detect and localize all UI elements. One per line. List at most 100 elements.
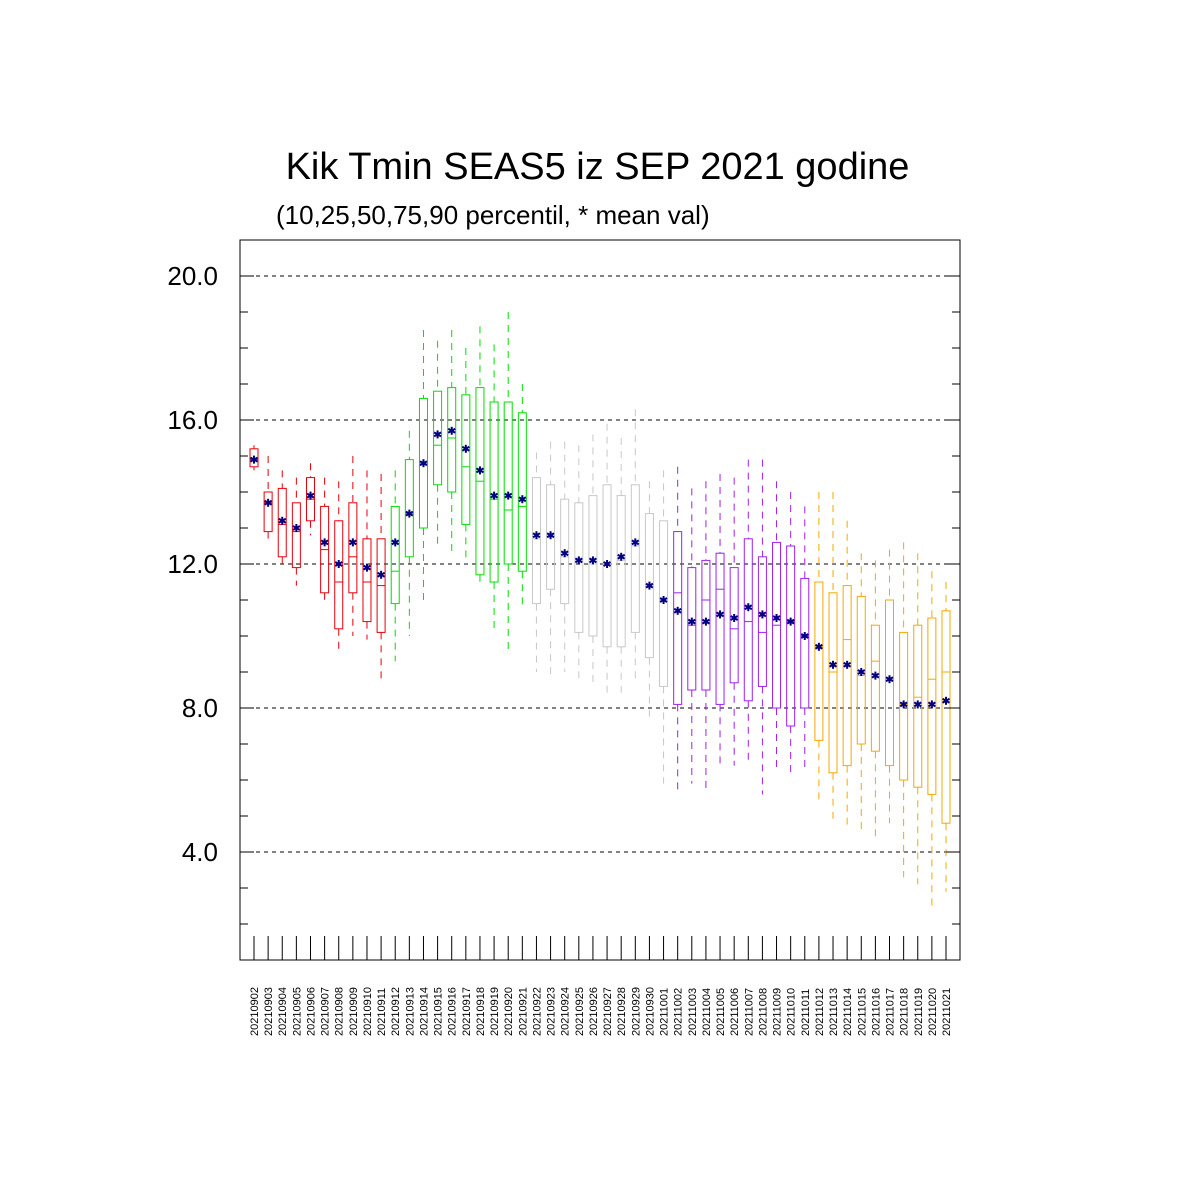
box — [757, 556, 767, 687]
box — [687, 567, 697, 691]
x-tick-label: 20211008 — [757, 988, 769, 1036]
box — [715, 552, 725, 705]
box — [673, 531, 683, 705]
x-tick-label: 20210921 — [517, 987, 529, 1036]
box — [461, 394, 471, 525]
x-tick-label: 20211001 — [659, 988, 671, 1036]
x-tick-label: 20210926 — [588, 987, 600, 1036]
x-tick-label: 20211011 — [800, 989, 812, 1036]
x-tick-label: 20210923 — [546, 987, 558, 1036]
mean-marker — [320, 538, 329, 547]
box — [602, 484, 612, 648]
mean-marker — [264, 498, 273, 507]
x-tick-label: 20210922 — [531, 987, 543, 1036]
mean-marker — [786, 617, 795, 626]
x-tick-label: 20210924 — [560, 987, 572, 1036]
x-tick-label: 20211012 — [814, 988, 826, 1036]
mean-marker — [250, 455, 258, 464]
mean-marker — [885, 675, 894, 684]
box — [786, 545, 796, 727]
box — [616, 495, 626, 648]
mean-marker — [292, 524, 301, 532]
mean-marker — [603, 560, 612, 568]
mean-marker — [574, 556, 583, 565]
x-tick-label: 20211006 — [729, 988, 741, 1036]
x-tick-label: 20210918 — [475, 987, 487, 1036]
x-tick-label: 20210913 — [404, 987, 416, 1036]
y-tick-label: 20.0 — [167, 261, 218, 291]
mean-marker — [899, 700, 908, 709]
x-tick-label: 20210929 — [630, 987, 642, 1036]
x-tick-label: 20211016 — [870, 988, 882, 1036]
x-tick-label: 20211015 — [856, 988, 868, 1036]
mean-marker — [546, 531, 555, 540]
x-tick-label: 20210905 — [291, 987, 303, 1036]
box — [800, 577, 810, 709]
box — [263, 491, 273, 533]
box — [404, 459, 414, 558]
mean-marker — [913, 700, 922, 709]
mean-marker — [419, 459, 428, 468]
mean-marker — [673, 606, 682, 615]
box — [489, 401, 499, 583]
x-tick-label: 20211005 — [715, 988, 727, 1036]
mean-marker — [659, 596, 668, 604]
mean-marker — [617, 552, 626, 561]
mean-marker — [942, 696, 950, 705]
x-tick-label: 20211010 — [786, 988, 798, 1036]
box — [334, 520, 344, 630]
box — [729, 567, 739, 684]
x-tick-label: 20211007 — [743, 988, 755, 1036]
x-tick-label: 20211002 — [673, 988, 685, 1036]
x-tick-label: 20210910 — [362, 987, 374, 1036]
box — [828, 592, 838, 774]
box — [503, 401, 513, 565]
x-tick-label: 20210902 — [249, 987, 261, 1036]
x-tick-label: 20211009 — [772, 988, 784, 1036]
x-tick-label: 20210920 — [503, 987, 515, 1036]
mean-marker — [730, 614, 739, 622]
x-tick-label: 20211014 — [842, 988, 854, 1036]
box — [814, 581, 824, 741]
x-tick-label: 20211021 — [941, 988, 953, 1036]
grid-lines — [240, 275, 960, 853]
box — [531, 477, 541, 605]
mean-marker — [716, 610, 725, 619]
mean-marker — [278, 516, 287, 525]
mean-marker — [377, 570, 386, 579]
box — [348, 502, 358, 594]
x-tick-label: 20210908 — [334, 987, 346, 1036]
y-tick-label: 16.0 — [167, 405, 218, 435]
box — [433, 390, 443, 486]
box — [941, 610, 951, 824]
mean-marker — [334, 560, 343, 568]
box — [842, 585, 852, 767]
x-tick-label: 20210930 — [644, 987, 656, 1036]
box — [701, 559, 711, 691]
box — [574, 502, 584, 633]
y-tick-label: 12.0 — [167, 549, 218, 579]
mean-marker — [772, 614, 781, 622]
x-tick-label: 20211003 — [687, 988, 699, 1036]
box — [291, 502, 301, 569]
box — [362, 538, 372, 623]
box — [870, 624, 880, 752]
mean-marker — [843, 660, 852, 669]
x-tick-label: 20210912 — [390, 987, 402, 1036]
x-tick-label: 20211004 — [701, 988, 713, 1036]
mean-marker — [405, 509, 414, 518]
mean-marker — [758, 610, 767, 619]
y-tick-label: 8.0 — [182, 693, 218, 723]
x-tick-label: 20211013 — [828, 988, 840, 1036]
mean-marker — [475, 466, 484, 475]
box — [517, 412, 527, 572]
mean-marker — [363, 563, 371, 572]
mean-marker — [447, 426, 456, 435]
mean-marker — [829, 660, 837, 669]
mean-marker — [687, 617, 696, 626]
box — [856, 595, 866, 745]
x-tick-label: 20210909 — [348, 987, 360, 1036]
box — [913, 624, 923, 788]
mean-marker — [744, 603, 753, 612]
